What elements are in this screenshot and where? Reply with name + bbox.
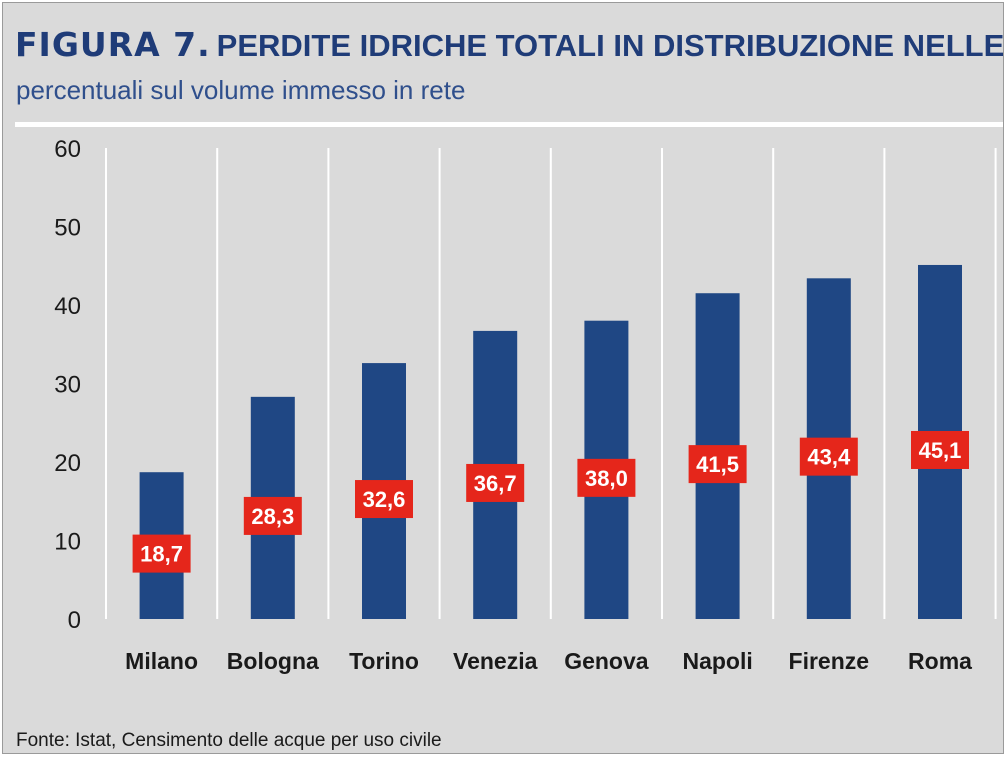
x-axis: Milano Bologna Torino Venezia Genova Napoli Fi… <box>125 648 972 674</box>
chart-grid <box>105 148 997 619</box>
x-tick-label: Roma <box>908 648 972 674</box>
y-tick-label: 30 <box>54 372 81 399</box>
value-label-box <box>688 445 747 484</box>
figure-number: FIGURA 7. <box>15 25 211 64</box>
value-label-box <box>243 496 302 535</box>
y-tick-label: 50 <box>54 215 81 242</box>
value-label: 18,7 <box>140 542 183 567</box>
value-label: 32,6 <box>363 487 406 512</box>
value-label: 38,0 <box>585 466 628 491</box>
value-label-box <box>132 534 191 573</box>
y-tick-label: 60 <box>54 136 81 163</box>
chart-title: PERDITE IDRICHE TOTALI IN DISTRIBUZIONE … <box>216 28 1004 63</box>
title-divider <box>15 122 1003 127</box>
x-tick-label: Milano <box>125 648 198 674</box>
y-tick-label: 20 <box>54 450 81 477</box>
value-label-box <box>355 480 413 519</box>
chart-subtitle: percentuali sul volume immesso in rete <box>16 75 466 105</box>
value-label: 43,4 <box>807 445 851 470</box>
y-tick-label: 40 <box>54 293 81 320</box>
x-tick-label: Torino <box>349 648 419 674</box>
bar-chart: 0 10 20 30 40 50 60 Milano Bologna Torino Venezia… <box>54 136 997 674</box>
value-label: 41,5 <box>696 452 739 477</box>
value-label: 36,7 <box>474 471 517 496</box>
y-tick-label: 10 <box>54 529 81 556</box>
value-label: 28,3 <box>251 504 294 529</box>
value-label-box <box>911 430 969 469</box>
value-label-box <box>466 463 525 502</box>
y-tick-label: 0 <box>68 607 81 634</box>
x-tick-label: Napoli <box>682 648 752 674</box>
figure-title: FIGURA 7. PERDITE IDRICHE TOTALI IN DISTR… <box>15 25 1004 64</box>
x-tick-label: Genova <box>564 648 649 674</box>
y-axis: 0 10 20 30 40 50 60 <box>54 136 81 634</box>
data-labels: 18,7 28,3 32,6 36,7 38,0 41,5 43,4 45,1 <box>132 430 969 573</box>
value-label-box <box>577 458 636 497</box>
x-tick-label: Firenze <box>789 648 870 674</box>
x-tick-label: Bologna <box>227 648 319 674</box>
x-tick-label: Venezia <box>453 648 538 674</box>
value-label: 45,1 <box>919 438 962 463</box>
source-note: Fonte: Istat, Censimento delle acque per… <box>16 730 442 751</box>
value-label-box <box>799 437 858 476</box>
